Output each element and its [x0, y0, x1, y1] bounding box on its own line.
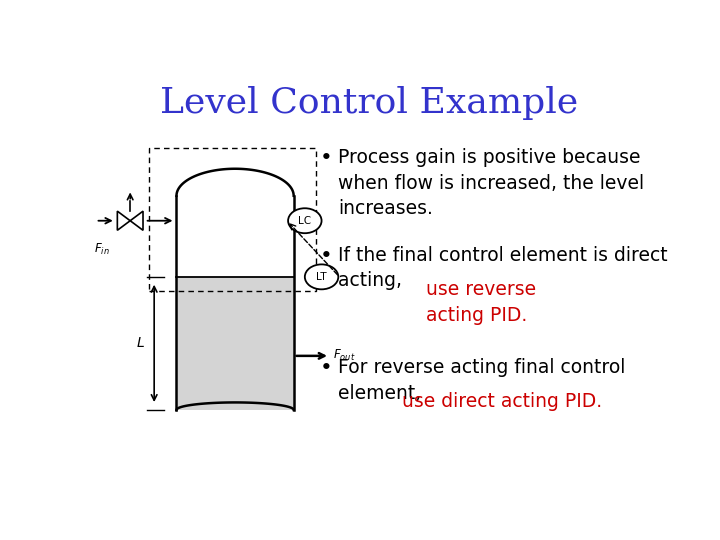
Text: For reverse acting final control
element,: For reverse acting final control element… [338, 358, 626, 403]
Circle shape [288, 208, 322, 233]
Text: If the final control element is direct
acting,: If the final control element is direct a… [338, 246, 668, 291]
Text: L: L [136, 336, 144, 350]
Circle shape [305, 265, 338, 289]
Text: •: • [320, 358, 333, 378]
Text: use direct acting PID.: use direct acting PID. [402, 392, 603, 411]
Bar [148, 148, 316, 292]
Text: LC: LC [298, 215, 311, 226]
Polygon shape [176, 277, 294, 410]
Text: $F_{in}$: $F_{in}$ [94, 242, 110, 258]
Text: •: • [320, 246, 333, 266]
Text: •: • [320, 148, 333, 168]
Text: Level Control Example: Level Control Example [160, 85, 578, 119]
Text: $F_{out}$: $F_{out}$ [333, 348, 355, 363]
Polygon shape [130, 211, 143, 230]
Text: LT: LT [316, 272, 327, 282]
Polygon shape [117, 211, 130, 230]
Text: use reverse
acting PID.: use reverse acting PID. [426, 280, 536, 325]
Text: Process gain is positive because
when flow is increased, the level
increases.: Process gain is positive because when fl… [338, 148, 644, 219]
